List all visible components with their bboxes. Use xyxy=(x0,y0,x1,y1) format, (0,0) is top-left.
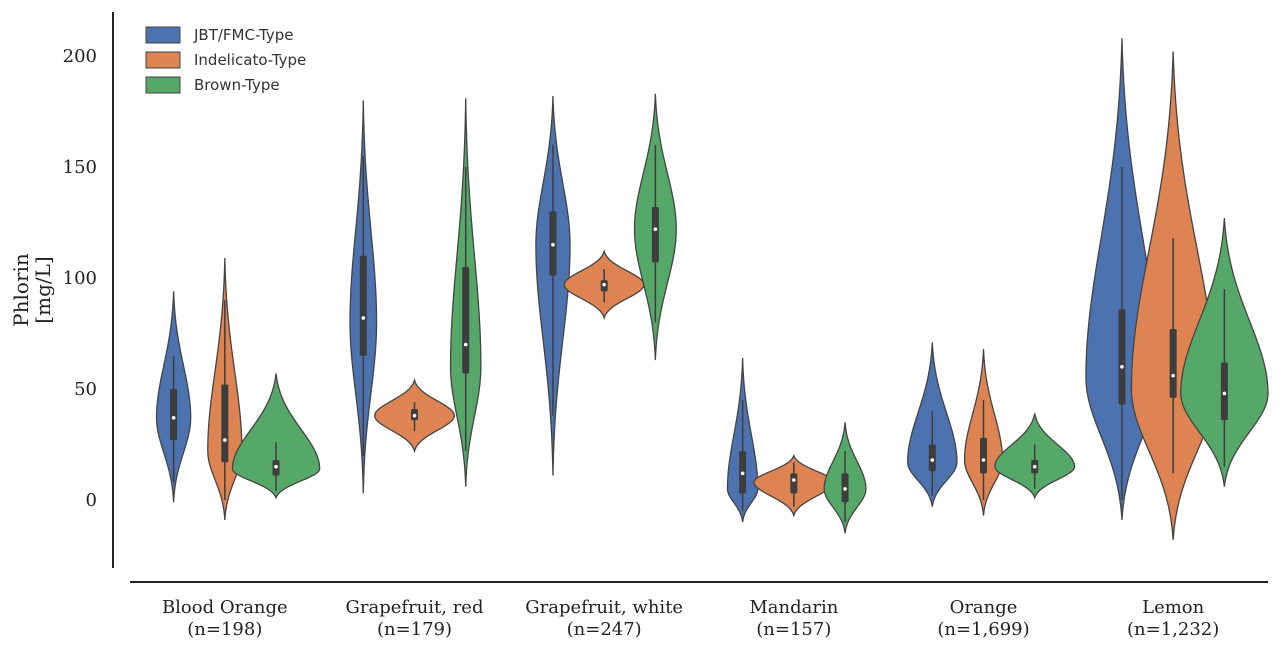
x-tick-sample-size: (n=157) xyxy=(756,619,831,640)
violin-body xyxy=(231,373,321,500)
violin-iqr-box xyxy=(980,437,987,474)
violin-median xyxy=(930,458,935,462)
y-tick-label: 150 xyxy=(63,157,97,178)
violin-brown-type xyxy=(1180,218,1269,487)
violin-indelicato-type xyxy=(753,453,835,518)
violin-median xyxy=(602,282,606,287)
violin-iqr-box xyxy=(1169,329,1177,398)
violin-median xyxy=(361,316,366,320)
violin-median xyxy=(1222,391,1227,396)
violin-iqr-box xyxy=(221,384,229,463)
violin-iqr-box xyxy=(462,266,470,374)
violin-jbt-fmc-type xyxy=(155,291,192,503)
legend-swatch xyxy=(145,51,181,69)
violin-marks xyxy=(155,38,1269,541)
x-tick-label: Mandarin xyxy=(749,597,838,618)
violin-iqr-box xyxy=(1118,309,1126,405)
x-tick-sample-size: (n=179) xyxy=(377,619,452,640)
violin-median xyxy=(981,458,986,462)
violin-indelicato-type xyxy=(1130,51,1216,541)
violin-brown-type xyxy=(633,93,677,361)
violin-brown-type xyxy=(823,422,867,534)
violin-iqr-box xyxy=(928,444,936,472)
violin-iqr-box xyxy=(790,473,798,494)
violin-median xyxy=(792,478,796,482)
x-tick-label: Orange xyxy=(950,597,1018,618)
x-tick-sample-size: (n=1,232) xyxy=(1127,619,1219,640)
x-axis: Blood Orange(n=198) Grapefruit, red(n=179… xyxy=(130,581,1268,640)
violin-brown-type xyxy=(994,413,1076,500)
violin-iqr-box xyxy=(359,255,367,356)
violin-indelicato-type xyxy=(374,377,455,454)
violin-jbt-fmc-type xyxy=(349,100,378,494)
x-tick-sample-size: (n=1,699) xyxy=(937,619,1029,640)
violin-median xyxy=(463,342,468,347)
legend-swatch xyxy=(145,76,181,94)
violin-brown-type xyxy=(231,373,321,500)
violin-indelicato-type xyxy=(207,258,243,521)
violin-indelicato-type xyxy=(563,249,645,321)
violin-jbt-fmc-type xyxy=(726,357,759,523)
violin-median xyxy=(171,416,176,420)
y-tick-label: 50 xyxy=(74,379,97,400)
x-tick-sample-size: (n=247) xyxy=(567,619,642,640)
violin-median xyxy=(1120,365,1124,369)
x-tick-label: Blood Orange xyxy=(162,597,288,618)
violin-median xyxy=(653,227,658,231)
violin-median xyxy=(412,413,417,418)
violin-median xyxy=(551,242,555,247)
violin-iqr-box xyxy=(170,389,178,441)
x-tick-label: Grapefruit, white xyxy=(525,597,683,618)
legend: JBT/FMC-Type Indelicato-Type Brown-Type xyxy=(145,26,306,94)
legend-label: JBT/FMC-Type xyxy=(193,26,293,44)
violin-iqr-box xyxy=(651,206,659,263)
violin-brown-type xyxy=(449,98,482,487)
violin-jbt-fmc-type xyxy=(535,95,571,476)
violin-median xyxy=(843,487,847,491)
y-axis: 0 50 100 150 200 xyxy=(63,12,114,568)
legend-swatch xyxy=(145,26,181,44)
violin-indelicato-type xyxy=(963,349,1004,516)
y-tick-label: 200 xyxy=(63,46,97,67)
violin-median xyxy=(1032,464,1037,469)
violin-median xyxy=(274,464,278,469)
x-tick-label: Grapefruit, red xyxy=(346,597,484,618)
y-tick-label: 0 xyxy=(86,490,97,511)
y-tick-label: 100 xyxy=(63,268,97,289)
violin-median xyxy=(223,438,227,442)
violin-jbt-fmc-type xyxy=(906,342,958,507)
x-tick-sample-size: (n=198) xyxy=(187,619,262,640)
legend-label: Indelicato-Type xyxy=(194,51,306,69)
legend-label: Brown-Type xyxy=(194,76,280,94)
violin-median xyxy=(1171,373,1175,378)
violin-iqr-box xyxy=(1220,362,1228,421)
y-axis-label: Phlorin[mg/L] xyxy=(9,253,55,327)
x-tick-label: Lemon xyxy=(1142,597,1205,618)
violin-median xyxy=(740,471,745,476)
